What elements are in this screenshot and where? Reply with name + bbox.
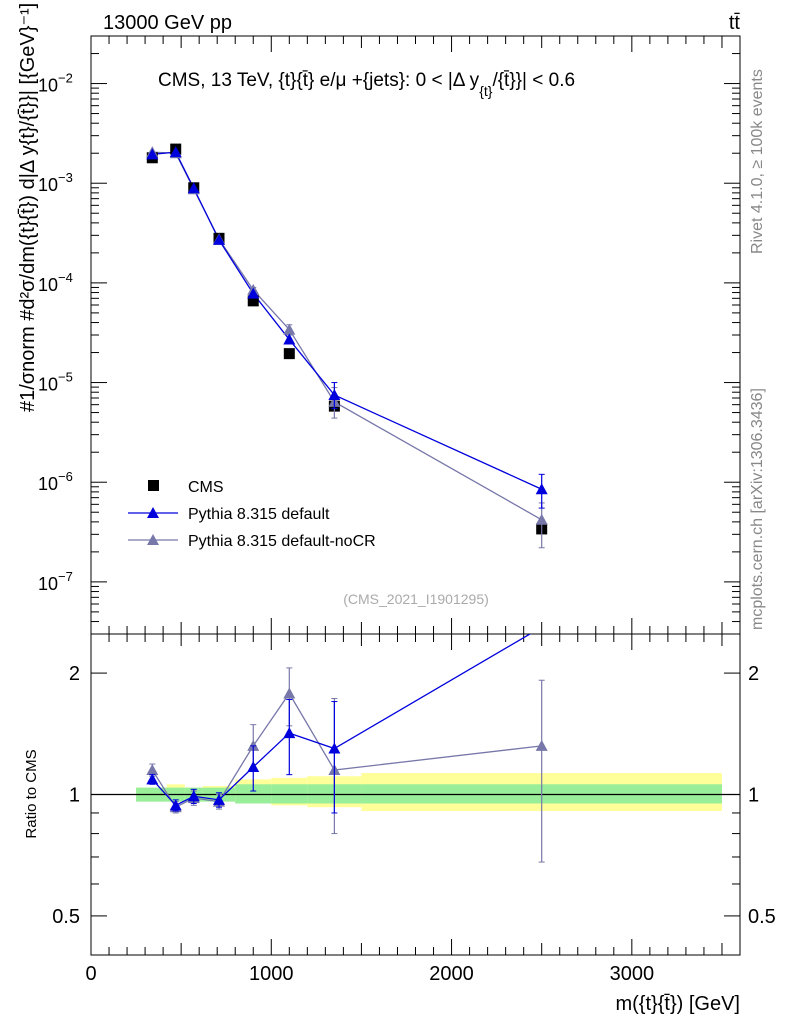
main-y-tick-labels: 10−7 10−6 10−5 10−4 10−3 10−2 — [38, 71, 73, 594]
ratio-y-tick-label-right: 0.5 — [748, 906, 776, 928]
pythia-default-data-point — [212, 233, 225, 245]
cms-data-point — [283, 348, 295, 360]
main-y-tick-exponent: −7 — [58, 569, 73, 584]
x-tick-label: 3000 — [610, 963, 655, 985]
main-y-tick-exponent: −5 — [58, 370, 73, 385]
ratio-pythia-default-point — [283, 727, 296, 739]
legend-marker-cms — [148, 480, 159, 491]
ratio-uncertainty-bands — [91, 773, 740, 812]
ratio-pythia-default-point — [187, 790, 200, 802]
mcplots-label: mcplots.cern.ch [arXiv:1306.3436] — [749, 388, 766, 630]
rivet-version-label: Rivet 4.1.0, ≥ 100k events — [749, 69, 766, 254]
main-y-tick-label: 10−4 — [38, 270, 73, 295]
x-tick-label: 0 — [85, 963, 96, 985]
ratio-pythia-nocr-point — [535, 739, 548, 751]
ratio-band-inner — [235, 784, 272, 804]
main-panel: 10−7 10−6 10−5 10−4 10−3 10−2 CMS, 13 TeV, {t… — [17, 3, 741, 635]
pythia-default-data-point — [328, 389, 341, 401]
ratio-y-tick-label: 0.5 — [52, 906, 80, 928]
legend: CMS Pythia 8.315 default Pythia 8.315 de… — [128, 479, 376, 550]
legend-label-pythia-default: Pythia 8.315 default — [188, 506, 330, 523]
ratio-pythia-default-point — [146, 773, 159, 785]
main-title-text: CMS, 13 TeV, {t}{t̄} e/μ +{jets}: 0 < |Δ… — [158, 70, 480, 91]
main-y-tick-exponent: −3 — [58, 170, 73, 185]
x-axis-label: m({t}{t̄}) [GeV] — [615, 993, 740, 1015]
main-y-axis-label: #1/σnorm #d²σ/dm({t}{t̄}) d|Δ y{t}/{t̄}}… — [17, 3, 39, 412]
legend-marker-pythia-nocr — [147, 534, 159, 545]
ratio-pythia-default-point — [212, 793, 225, 805]
pythia-default-data-point — [535, 483, 548, 495]
ratio-axis-ticks — [90, 634, 740, 956]
legend-marker-pythia-default — [147, 507, 159, 518]
main-line-pythia-nocr — [152, 151, 543, 521]
main-y-tick-label: 10−7 — [38, 569, 73, 594]
ratio-y-tick-label-right: 2 — [748, 663, 759, 685]
ratio-y-tick-label: 1 — [69, 785, 80, 807]
pythia-default-data-point — [187, 182, 200, 194]
ratio-line-pythia-default — [151, 634, 532, 807]
pythia-nocr-data-point — [283, 323, 296, 335]
pythia-default-data-point — [283, 333, 296, 345]
main-y-tick-exponent: −2 — [58, 71, 73, 86]
legend-label-cms: CMS — [188, 479, 224, 496]
x-tick-label: 1000 — [249, 963, 294, 985]
main-y-tick-exponent: −4 — [58, 270, 73, 285]
analysis-watermark: (CMS_2021_I1901295) — [343, 591, 489, 607]
cms-data-point — [247, 295, 259, 307]
ratio-pythia-nocr-point — [146, 764, 159, 776]
ratio-pythia-default-point — [328, 742, 341, 754]
main-y-tick-label: 10−6 — [38, 469, 73, 494]
ratio-pythia-nocr-point — [283, 687, 296, 699]
ratio-band-inner — [271, 784, 308, 804]
main-y-tick-exponent: −6 — [58, 469, 73, 484]
ratio-pythia-default-point — [169, 799, 182, 811]
main-y-tick-label: 10−3 — [38, 170, 73, 195]
process-label: tt̄ — [729, 12, 741, 34]
main-title-tail: /{t̄}}| < 0.6 — [492, 70, 575, 91]
pythia-default-data-point — [169, 146, 182, 158]
energy-label: 13000 GeV pp — [103, 12, 232, 34]
pythia-default-data-point — [247, 287, 260, 299]
ratio-pythia-default-point — [247, 760, 260, 772]
main-y-tick-label: 10−5 — [38, 370, 73, 395]
main-axis-ticks — [90, 35, 740, 635]
ratio-y-axis-label: Ratio to CMS — [23, 749, 40, 838]
main-series-group — [146, 143, 548, 549]
x-tick-label: 2000 — [429, 963, 474, 985]
main-title: CMS, 13 TeV, {t}{t̄} e/μ +{jets}: 0 < |Δ… — [158, 70, 575, 99]
main-y-tick-label: 10−2 — [38, 71, 73, 96]
ratio-panel: 0.5 0.5 1 1 2 2 0 1000 2000 3000 Ratio to CMS m({… — [23, 633, 776, 1015]
ratio-series-group — [146, 634, 548, 863]
main-line-pythia-default — [152, 151, 542, 490]
main-title-subscript: {t} — [479, 83, 493, 99]
ratio-y-tick-label: 2 — [69, 663, 80, 685]
pythia-default-data-point — [146, 148, 159, 160]
pythia-nocr-data-point — [535, 513, 548, 525]
ratio-tick-labels: 0.5 0.5 1 1 2 2 0 1000 2000 3000 — [52, 663, 776, 985]
legend-label-pythia-nocr: Pythia 8.315 default-noCR — [188, 533, 376, 550]
ratio-y-tick-label-right: 1 — [748, 785, 759, 807]
